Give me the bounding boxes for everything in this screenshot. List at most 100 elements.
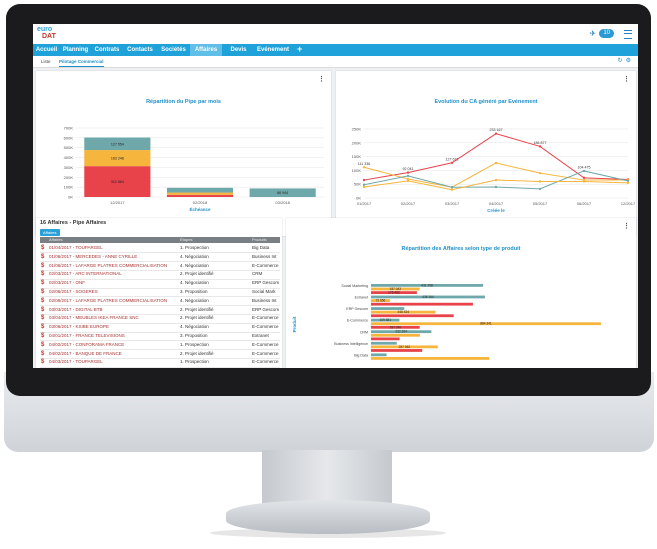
subtab-pilotage[interactable]: Pilotage Commercial	[59, 57, 104, 67]
data-point	[494, 178, 498, 182]
affaire-product: E-Commerce	[252, 350, 279, 356]
bar	[371, 337, 400, 341]
logo-text-2: DAT	[42, 33, 56, 40]
y-tick-label: 100K	[352, 168, 362, 173]
affaire-name[interactable]: 02/06/2017 - LAFARGE PLATRES COMMERCIALI…	[49, 297, 168, 303]
affaire-name[interactable]: 01/06/2017 - LAFARGE PLATRES COMMERCIALI…	[49, 262, 168, 268]
table-row[interactable]: $04/03/2017 - TOUPARGEL 1. Prospection E-C…	[40, 358, 280, 368]
line-chart-ca: 0K 50K 100K 150K 200K 250K 01/2017 02/2017 03/20…	[352, 127, 636, 223]
table-row[interactable]: $01/04/2017 - TOUPARGEL 1. Prospection Big…	[40, 244, 280, 254]
table-row[interactable]: $04/01/2017 - FRANCE TELEVISIONS 3. Propo…	[40, 332, 280, 342]
affaire-name[interactable]: 03/06/2017 - KSIBE EUROPE	[49, 324, 110, 330]
bar	[371, 333, 420, 337]
data-point	[538, 145, 542, 148]
y-axis-label: Produit	[292, 316, 297, 332]
panel-menu-icon[interactable]: ⋮	[623, 223, 630, 230]
data-point	[582, 180, 586, 183]
refresh-icon[interactable]: ↻	[617, 58, 626, 64]
col-header-etapes[interactable]: Étapes	[180, 237, 193, 242]
affaire-name[interactable]: 04/01/2017 - FRANCE TELEVISIONS	[49, 333, 125, 338]
table-row[interactable]: $02/03/2017 - ONF 4. Négociation ERP Gesco…	[40, 279, 280, 289]
bar	[371, 325, 420, 329]
table-row[interactable]: $03/06/2017 - KSIBE EUROPE 4. Négociation…	[40, 323, 280, 333]
affaire-product: E-Commerce	[252, 315, 279, 321]
table-row[interactable]: $04/02/2017 - BANQUE DE FRANCE 2. Projet …	[40, 350, 280, 359]
dollar-icon: $	[41, 297, 45, 304]
affaire-stage: 2. Projet identifié	[180, 350, 214, 356]
table-row[interactable]: $02/03/2017 - ARC INTERNATIONAL 2. Projet…	[40, 270, 280, 280]
app-logo[interactable]: euro DAT	[37, 26, 61, 42]
y-tick-label: 200K	[64, 175, 74, 180]
hamburger-menu-icon[interactable]	[624, 30, 632, 39]
y-tick-label: 300K	[64, 165, 74, 170]
bar	[371, 287, 420, 291]
affaire-stage: 2. Projet identifié	[180, 271, 214, 277]
affaire-product: ERP Gescom	[252, 306, 280, 312]
table-row[interactable]: $02/06/2017 - SOGERES 3. Proposition Socia…	[40, 288, 280, 298]
col-header-affaires[interactable]: Affaires	[49, 237, 63, 242]
affaire-name[interactable]: 04/03/2017 - TOUPARGEL	[49, 359, 103, 365]
category-label: Social Marketing	[341, 284, 368, 288]
nav-item-3[interactable]: Contacts	[127, 47, 153, 53]
affaire-name[interactable]: 04/02/2017 - BANQUE DE FRANCE	[49, 350, 122, 356]
subtab-liste[interactable]: Liste	[41, 59, 51, 64]
affaire-product: E-Commerce	[252, 341, 279, 347]
add-icon[interactable]: +	[297, 44, 303, 54]
bar-segment	[84, 150, 151, 167]
data-label: 186 877	[534, 141, 547, 145]
col-header-produits[interactable]: Produits	[252, 237, 267, 242]
nav-item-6[interactable]: Devis	[230, 47, 247, 53]
data-label: 127 672	[446, 157, 459, 161]
affaire-name[interactable]: 01/06/2017 - MERCEDES - ANNE CYRILLE	[49, 253, 138, 259]
data-point	[406, 177, 410, 181]
panel-pipe-affaires: 16 Affaires - Pipe Affaires Affaires Aff…	[36, 218, 282, 368]
dollar-icon: $	[41, 289, 45, 295]
affaire-name[interactable]: 03/04/2017 - MEUBLES IKEA FRANCE SNC	[49, 315, 139, 321]
nav-item-2[interactable]: Contrats	[94, 47, 120, 53]
bar	[371, 330, 432, 334]
data-point	[406, 171, 410, 174]
panel-menu-icon[interactable]: ⋮	[623, 76, 630, 83]
panel-menu-icon[interactable]: ⋮	[318, 76, 325, 83]
bar-segment	[84, 137, 151, 151]
data-label: 92 041	[403, 167, 414, 171]
nav-item-4[interactable]: Sociétés	[161, 47, 186, 53]
x-tick-label: 02/2018	[193, 200, 208, 205]
table-row[interactable]: $03/03/2017 - DIGITAL BTB 2. Projet ident…	[40, 306, 280, 315]
category-label: Extranet	[355, 296, 368, 300]
affaire-name[interactable]: 02/06/2017 - SOGERES	[49, 289, 98, 294]
table-row[interactable]: $04/02/2017 - CONFORAMA FRANCE 1. Prospec…	[40, 341, 280, 351]
affaires-tag[interactable]: Affaires	[40, 229, 60, 236]
affaire-name[interactable]: 02/03/2017 - ONF	[49, 280, 86, 286]
nav-item-5[interactable]: Affaires	[190, 44, 222, 56]
affaire-name[interactable]: 04/02/2017 - CONFORAMA FRANCE	[49, 341, 125, 347]
nav-item-7[interactable]: Evénement	[256, 47, 289, 53]
affaire-name[interactable]: 03/03/2017 - DIGITAL BTB	[49, 306, 103, 312]
dollar-icon: $	[41, 245, 45, 251]
affaire-stage: 4. Négociation	[180, 324, 209, 330]
affaire-name[interactable]: 01/04/2017 - TOUPARGEL	[49, 245, 103, 250]
notifications[interactable]: ✈ 10	[589, 29, 614, 39]
bar-segment	[166, 194, 234, 197]
main-nav: Accueil Planning Contrats Contacts Sociétés A…	[33, 44, 638, 56]
affaire-product: Social Mark	[252, 289, 276, 294]
panel-pipe-par-mois: ⋮ Répartition du Pipe par mois 0K 100K 200…	[36, 71, 331, 236]
affaire-product: Business Int	[252, 253, 277, 259]
table-row[interactable]: $01/06/2017 - MERCEDES - ANNE CYRILLE 4. …	[40, 253, 280, 263]
x-tick-label: 12/2017	[621, 201, 636, 206]
gear-icon[interactable]: ⚙	[625, 58, 634, 64]
data-label: 72 656	[376, 299, 386, 303]
data-point	[538, 180, 542, 183]
bar	[371, 345, 438, 349]
affaire-stage: 1. Prospection	[180, 341, 209, 347]
table-row[interactable]: $03/04/2017 - MEUBLES IKEA FRANCE SNC 2. …	[40, 314, 280, 324]
table-row[interactable]: $02/06/2017 - LAFARGE PLATRES COMMERCIAL…	[40, 297, 280, 307]
table-row[interactable]: $01/06/2017 - LAFARGE PLATRES COMMERCIAL…	[40, 262, 280, 271]
bar-segment	[249, 188, 316, 197]
notification-badge: 10	[599, 29, 614, 38]
data-point	[494, 132, 498, 135]
nav-item-0[interactable]: Accueil	[35, 47, 58, 53]
nav-item-1[interactable]: Planning	[62, 47, 89, 53]
x-tick-label: 02/2017	[401, 201, 416, 206]
affaire-name[interactable]: 02/03/2017 - ARC INTERNATIONAL	[49, 271, 122, 277]
